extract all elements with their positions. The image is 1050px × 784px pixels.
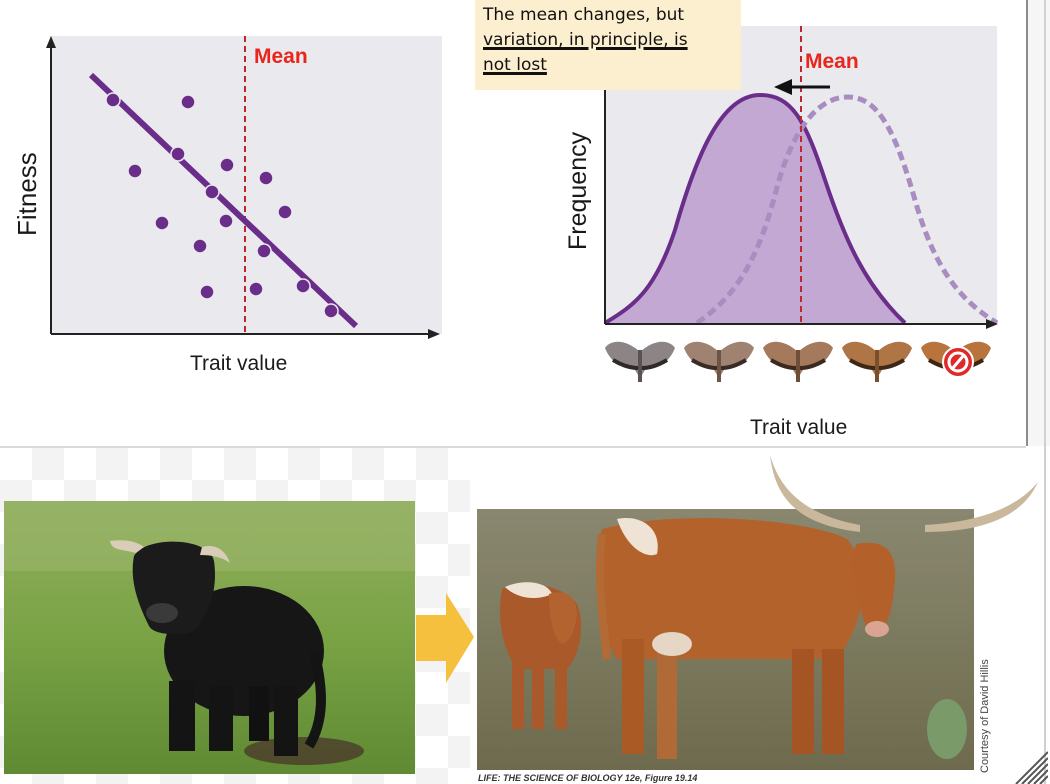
- bull-photo: [4, 501, 415, 774]
- prohibited-icon: [942, 346, 974, 378]
- new-distribution-fill: [605, 95, 905, 323]
- figure-caption: LIFE: THE SCIENCE OF BIOLOGY 12e, Figure…: [478, 773, 698, 783]
- trend-line: [88, 72, 359, 329]
- right-mean-label: Mean: [805, 50, 859, 73]
- x-axis-arrow-icon: [986, 319, 998, 329]
- right-scrollbar-strip[interactable]: [1026, 0, 1050, 446]
- moth-icon-1: [605, 341, 675, 382]
- fitness-scatter-plot: [46, 36, 442, 339]
- y-axis-arrow-icon: [46, 36, 56, 48]
- moth-icon-5: [921, 341, 991, 378]
- right-arrow-icon: [416, 593, 474, 683]
- moth-icon-4: [842, 341, 912, 382]
- left-shift-arrow-icon: [774, 79, 792, 95]
- new-distribution-curve: [603, 92, 907, 325]
- left-trait-axis-label: Trait value: [190, 352, 288, 375]
- right-trait-axis-label: Trait value: [750, 416, 848, 439]
- callout-note: The mean changes, but variation, in prin…: [475, 0, 741, 90]
- moth-icon-2: [684, 341, 754, 382]
- longhorn-illustration: [477, 509, 974, 770]
- moth-row: [605, 341, 991, 382]
- callout-line-2: variation, in principle, is: [483, 30, 688, 50]
- left-mean-label: Mean: [254, 45, 308, 68]
- moth-icon-3: [763, 341, 833, 382]
- scatter-points: [105, 92, 339, 319]
- right-edge-divider: [1044, 0, 1046, 784]
- callout-line-3: not lost: [483, 55, 547, 75]
- x-axis-arrow-icon: [428, 329, 440, 339]
- photo-credit: Courtesy of David Hillis: [979, 659, 991, 773]
- longhorn-photo: [477, 509, 974, 770]
- bull-illustration: [4, 501, 415, 774]
- original-distribution-curve: [695, 94, 999, 326]
- frequency-axis-label: Frequency: [564, 131, 592, 250]
- fitness-axis-label: Fitness: [12, 152, 42, 236]
- callout-line-1: The mean changes, but: [483, 5, 685, 25]
- longhorn-horns: [770, 455, 1038, 532]
- plot-background: [50, 36, 442, 334]
- resize-grip-icon[interactable]: [1012, 748, 1048, 784]
